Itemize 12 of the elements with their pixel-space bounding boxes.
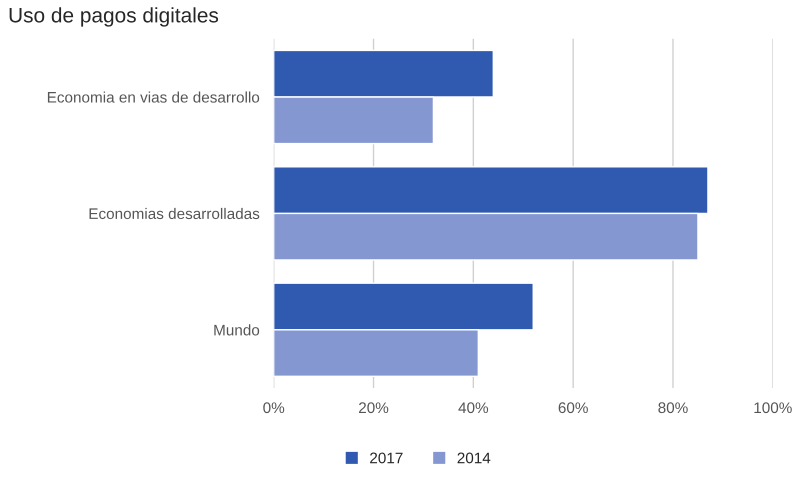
x-tick-label: 60% (558, 402, 588, 414)
y-tick-label: Economia en vias de desarrollo (48, 91, 260, 103)
x-tick-label: 20% (359, 402, 388, 414)
x-tick-label: 80% (658, 402, 688, 414)
chart-title: Uso de pagos digitales (10, 7, 218, 27)
y-tick-label: Economias desarrolladas (90, 208, 260, 220)
x-tick-label: 0% (263, 402, 284, 414)
legend-label: 2014 (458, 452, 490, 464)
x-tick-label: 100% (754, 402, 792, 414)
legend-label: 2017 (370, 452, 403, 464)
y-tick-label: Mundo (214, 324, 260, 336)
x-tick-label: 40% (458, 402, 488, 414)
